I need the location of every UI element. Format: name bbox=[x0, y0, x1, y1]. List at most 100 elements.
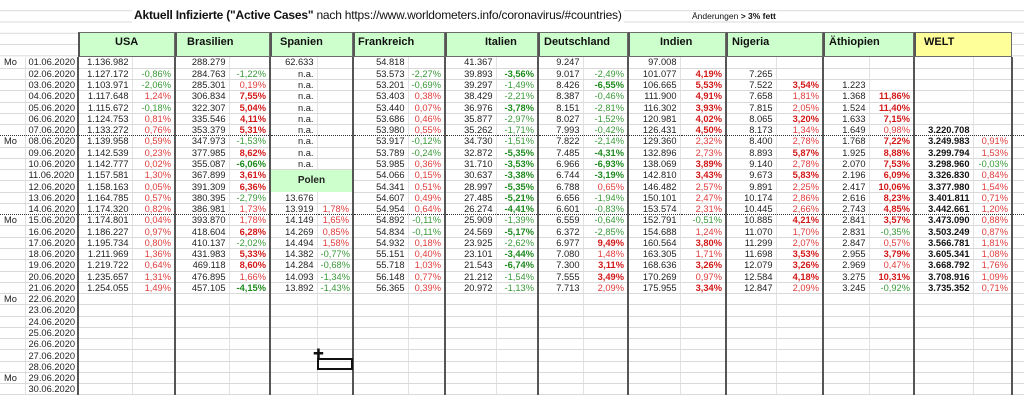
value-cell[interactable] bbox=[132, 327, 176, 340]
value-cell[interactable]: 3.245 bbox=[822, 282, 870, 295]
pct-change-cell[interactable]: 0,51% bbox=[408, 180, 446, 193]
pct-change-cell[interactable]: 0,91% bbox=[973, 135, 1013, 148]
value-cell[interactable] bbox=[229, 361, 271, 373]
pct-change-cell[interactable]: -6,55% bbox=[583, 79, 629, 92]
date-cell[interactable]: 01.06.2020 bbox=[25, 57, 79, 69]
header-welt[interactable]: WELT bbox=[914, 32, 1012, 57]
value-cell[interactable] bbox=[537, 349, 584, 362]
value-cell[interactable]: 353.379 bbox=[174, 124, 230, 137]
value-cell[interactable] bbox=[77, 293, 133, 306]
value-cell[interactable]: 2.969 bbox=[822, 259, 870, 272]
polen-header[interactable]: Polen bbox=[269, 169, 354, 193]
pct-change-cell[interactable]: -5,21% bbox=[496, 192, 539, 204]
value-cell[interactable] bbox=[269, 293, 318, 306]
value-cell[interactable] bbox=[680, 349, 727, 362]
weekday-cell[interactable] bbox=[0, 304, 26, 317]
value-cell[interactable]: 10.885 bbox=[725, 214, 777, 227]
value-cell[interactable]: 3.326.830 bbox=[913, 169, 974, 182]
value-cell[interactable]: 1.219.722 bbox=[77, 259, 133, 272]
pct-change-cell[interactable]: 4,91% bbox=[680, 90, 727, 103]
value-cell[interactable] bbox=[913, 68, 974, 81]
value-cell[interactable] bbox=[408, 338, 446, 351]
pct-change-cell[interactable]: -0,86% bbox=[132, 68, 176, 81]
value-cell[interactable] bbox=[1011, 113, 1024, 126]
date-cell[interactable]: 05.06.2020 bbox=[25, 102, 79, 114]
value-cell[interactable]: 54.954 bbox=[352, 203, 409, 216]
date-cell[interactable]: 21.06.2020 bbox=[25, 282, 79, 295]
pct-change-cell[interactable]: 2,09% bbox=[776, 282, 824, 295]
date-cell[interactable]: 16.06.2020 bbox=[25, 225, 79, 238]
value-cell[interactable]: 146.482 bbox=[627, 180, 681, 193]
value-cell[interactable]: 54.341 bbox=[352, 180, 409, 193]
weekday-cell[interactable]: Mo bbox=[0, 293, 26, 306]
value-cell[interactable]: 2.070 bbox=[822, 158, 870, 171]
value-cell[interactable]: 335.546 bbox=[174, 113, 230, 126]
value-cell[interactable] bbox=[680, 57, 727, 69]
value-cell[interactable] bbox=[537, 338, 584, 351]
value-cell[interactable] bbox=[352, 327, 409, 340]
value-cell[interactable] bbox=[973, 293, 1013, 306]
value-cell[interactable] bbox=[317, 124, 354, 137]
value-cell[interactable]: 1.174.320 bbox=[77, 203, 133, 216]
value-cell[interactable]: 53.403 bbox=[352, 90, 409, 103]
pct-change-cell[interactable]: 8,60% bbox=[229, 259, 271, 272]
pct-change-cell[interactable]: 2,09% bbox=[583, 282, 629, 295]
pct-change-cell[interactable]: 1,78% bbox=[229, 214, 271, 227]
pct-change-cell[interactable]: -2,27% bbox=[408, 68, 446, 81]
value-cell[interactable] bbox=[725, 57, 777, 69]
header-usa[interactable]: USA bbox=[78, 32, 175, 57]
value-cell[interactable] bbox=[1011, 57, 1024, 69]
weekday-cell[interactable] bbox=[0, 68, 26, 81]
value-cell[interactable] bbox=[627, 293, 681, 306]
pct-change-cell[interactable]: -0,46% bbox=[583, 90, 629, 103]
pct-change-cell[interactable]: 0,81% bbox=[132, 113, 176, 126]
value-cell[interactable] bbox=[352, 293, 409, 306]
value-cell[interactable]: 28.997 bbox=[444, 180, 497, 193]
value-cell[interactable] bbox=[444, 338, 497, 351]
pct-change-cell[interactable]: -2,06% bbox=[132, 79, 176, 92]
pct-change-cell[interactable]: -0,92% bbox=[869, 282, 915, 295]
pct-change-cell[interactable]: 1,49% bbox=[132, 282, 176, 295]
value-cell[interactable]: 34.730 bbox=[444, 135, 497, 148]
value-cell[interactable] bbox=[627, 327, 681, 340]
weekday-cell[interactable]: Mo bbox=[0, 372, 26, 385]
value-cell[interactable] bbox=[1011, 203, 1024, 216]
pct-change-cell[interactable]: 1,31% bbox=[132, 271, 176, 283]
value-cell[interactable] bbox=[913, 338, 974, 351]
pct-change-cell[interactable]: -0,18% bbox=[132, 102, 176, 114]
value-cell[interactable] bbox=[352, 383, 409, 396]
pct-change-cell[interactable]: -3,53% bbox=[496, 158, 539, 171]
pct-change-cell[interactable]: 0,49% bbox=[408, 192, 446, 204]
value-cell[interactable] bbox=[1011, 248, 1024, 261]
value-cell[interactable] bbox=[132, 304, 176, 317]
pct-change-cell[interactable]: 0,38% bbox=[408, 90, 446, 103]
date-cell[interactable]: 12.06.2020 bbox=[25, 180, 79, 193]
value-cell[interactable] bbox=[680, 338, 727, 351]
value-cell[interactable]: 8.387 bbox=[537, 90, 584, 103]
value-cell[interactable] bbox=[913, 304, 974, 317]
value-cell[interactable]: n.a. bbox=[269, 124, 318, 137]
value-cell[interactable]: 53.440 bbox=[352, 102, 409, 114]
value-cell[interactable] bbox=[77, 304, 133, 317]
value-cell[interactable]: 2.841 bbox=[822, 214, 870, 227]
value-cell[interactable] bbox=[269, 383, 318, 396]
value-cell[interactable] bbox=[776, 316, 824, 328]
date-cell[interactable]: 02.06.2020 bbox=[25, 68, 79, 81]
value-cell[interactable] bbox=[822, 293, 870, 306]
date-cell[interactable]: 08.06.2020 bbox=[25, 135, 79, 148]
pct-change-cell[interactable]: 7,53% bbox=[869, 158, 915, 171]
value-cell[interactable] bbox=[174, 304, 230, 317]
value-cell[interactable] bbox=[913, 79, 974, 92]
value-cell[interactable]: 38.429 bbox=[444, 90, 497, 103]
value-cell[interactable] bbox=[444, 372, 497, 385]
value-cell[interactable]: 8.400 bbox=[725, 135, 777, 148]
value-cell[interactable] bbox=[973, 316, 1013, 328]
value-cell[interactable] bbox=[1011, 237, 1024, 250]
value-cell[interactable] bbox=[174, 361, 230, 373]
date-cell[interactable]: 18.06.2020 bbox=[25, 248, 79, 261]
pct-change-cell[interactable]: 4,11% bbox=[229, 113, 271, 126]
header-brasilien[interactable]: Brasilien bbox=[175, 32, 270, 57]
value-cell[interactable]: 355.087 bbox=[174, 158, 230, 171]
value-cell[interactable]: 53.985 bbox=[352, 158, 409, 171]
value-cell[interactable] bbox=[583, 293, 629, 306]
